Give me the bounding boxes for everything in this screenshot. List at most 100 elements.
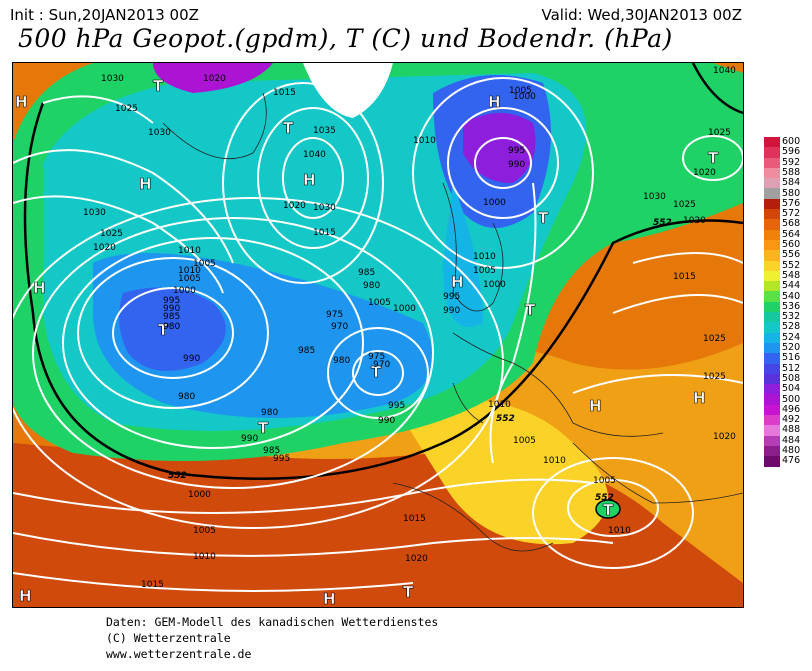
isobar-value-label: 1005 — [193, 526, 216, 536]
isobar-value-label: 1025 — [703, 372, 726, 382]
coastlines — [162, 92, 743, 552]
isobar-value-label: 1005 — [193, 259, 216, 269]
colorbar-label: 540 — [782, 290, 801, 302]
colorbar-cell — [764, 415, 780, 426]
isobar-value-label: 985 — [298, 346, 315, 356]
isobar-value-label: 980 — [261, 408, 278, 418]
isobar-value-label: 995 — [273, 454, 290, 464]
high-marker: H — [589, 397, 602, 415]
isobar-value-label: 980 — [178, 392, 195, 402]
isobar-value-label: 990 — [508, 160, 525, 170]
isobar-value-label: 990 — [378, 416, 395, 426]
colorbar-label: 588 — [782, 166, 801, 178]
isobar-value-label: 985 — [263, 446, 280, 456]
isobar-value-label: 995 — [508, 146, 525, 156]
isobar-value-label: 1010 — [193, 552, 216, 562]
low-marker: T — [283, 119, 294, 137]
isobar-value-label: 1025 — [115, 104, 138, 114]
isobar-value-label: 1030 — [83, 208, 106, 218]
colorbar-cell — [764, 332, 780, 343]
colorbar-label: 524 — [782, 331, 801, 343]
colorbar-cell — [764, 456, 780, 467]
isobar-value-label: 970 — [373, 360, 390, 370]
svg-text:552: 552 — [595, 493, 614, 503]
isobar-value-label: 975 — [326, 310, 343, 320]
isobar-value-label: 1010 — [543, 456, 566, 466]
isobar-value-label: 985 — [163, 312, 180, 322]
colorbar-cell — [764, 322, 780, 333]
isobar-value-label: 1000 — [393, 304, 416, 314]
colorbar-cell — [764, 270, 780, 282]
colorbar-label: 584 — [782, 177, 801, 189]
colorbar-cell — [764, 281, 780, 292]
colorbar-cell — [764, 363, 780, 374]
isobar-value-label: 970 — [331, 322, 348, 332]
colorbar-cell — [764, 312, 780, 323]
isobar-value-label: 985 — [358, 268, 375, 278]
footer-copyright: (C) Wetterzentrale — [106, 631, 231, 645]
isobar-value-label: 1015 — [141, 580, 164, 590]
isobar-value-label: 1015 — [403, 514, 426, 524]
isobar-value-label: 1020 — [683, 216, 706, 226]
colorbar-label: 480 — [782, 445, 801, 456]
isobar-value-label: 1000 — [483, 198, 506, 208]
high-marker: H — [323, 590, 336, 607]
colorbar-label: 496 — [782, 403, 801, 415]
footer-data-source: Daten: GEM-Modell des kanadischen Wetter… — [106, 615, 439, 629]
svg-text:552: 552 — [168, 471, 187, 481]
isobar-value-label: 1030 — [148, 128, 171, 138]
colorbar-cell — [764, 301, 780, 313]
isobar-value-label: 1010 — [608, 526, 631, 536]
high-marker: H — [139, 175, 152, 193]
colorbar-label: 580 — [782, 187, 801, 199]
colorbar-label: 528 — [782, 321, 801, 333]
isobar-value-label: 980 — [363, 281, 380, 291]
isobar-value-label: 995 — [388, 401, 405, 411]
colorbar-cell — [764, 404, 780, 416]
isobar-labels: 1030 1020 1025 1030 1035 1040 1015 1020 1030 1025… — [83, 66, 736, 590]
colorbar-label: 592 — [782, 156, 801, 168]
pressure-markers: T T T T T T T T T T H H H H H H H H H H — [15, 77, 720, 607]
colorbar-label: 552 — [782, 259, 801, 271]
isobar-value-label: 980 — [333, 356, 350, 366]
isobar-value-label: 1000 — [173, 286, 196, 296]
colorbar-label: 476 — [782, 455, 801, 467]
weather-map: T T T T T T T T T T H H H H H H H H H H … — [12, 62, 744, 608]
isobar-value-label: 1020 — [713, 432, 736, 442]
colorbar-label: 572 — [782, 208, 801, 220]
high-marker: H — [33, 279, 46, 297]
isobar-value-label: 1005 — [593, 476, 616, 486]
cold-core-southeast — [595, 499, 621, 519]
low-marker: T — [153, 77, 164, 95]
colorbar-cell — [764, 260, 780, 271]
colorbar-label: 484 — [782, 434, 801, 446]
colorbar-cell — [764, 157, 780, 168]
low-core-west — [119, 287, 226, 371]
isobar-value-label: 1025 — [100, 229, 123, 239]
isobar-value-label: 1010 — [413, 136, 436, 146]
low-marker: T — [525, 301, 536, 319]
isobar-value-label: 1030 — [643, 192, 666, 202]
isobar-value-label: 1030 — [101, 74, 124, 84]
footer-url: www.wetterzentrale.de — [106, 647, 252, 661]
colorbar-label: 576 — [782, 197, 801, 209]
isobar-value-label: 1020 — [283, 201, 306, 211]
colorbar-label: 564 — [782, 228, 801, 240]
colorbar-cell — [764, 178, 780, 189]
init-time: Init : Sun,20JAN2013 00Z — [10, 6, 199, 24]
colorbar-label: 544 — [782, 280, 801, 292]
isobar-value-label: 1025 — [703, 334, 726, 344]
low-marker: T — [371, 363, 382, 381]
colorbar-label: 568 — [782, 218, 801, 230]
colorbar-cell — [764, 373, 780, 385]
colorbar-cell — [764, 219, 780, 230]
isobar-value-label: 1025 — [708, 128, 731, 138]
isobar-value-label: 990 — [241, 434, 258, 444]
colorbar-cell — [764, 250, 780, 261]
colorbar-cell — [764, 425, 780, 436]
colorbar-cell — [764, 445, 780, 457]
isobar-value-label: 1015 — [273, 88, 296, 98]
svg-text:552: 552 — [653, 218, 672, 228]
isobar-value-label: 1010 — [473, 252, 496, 262]
isobar-value-label: 980 — [163, 322, 180, 332]
